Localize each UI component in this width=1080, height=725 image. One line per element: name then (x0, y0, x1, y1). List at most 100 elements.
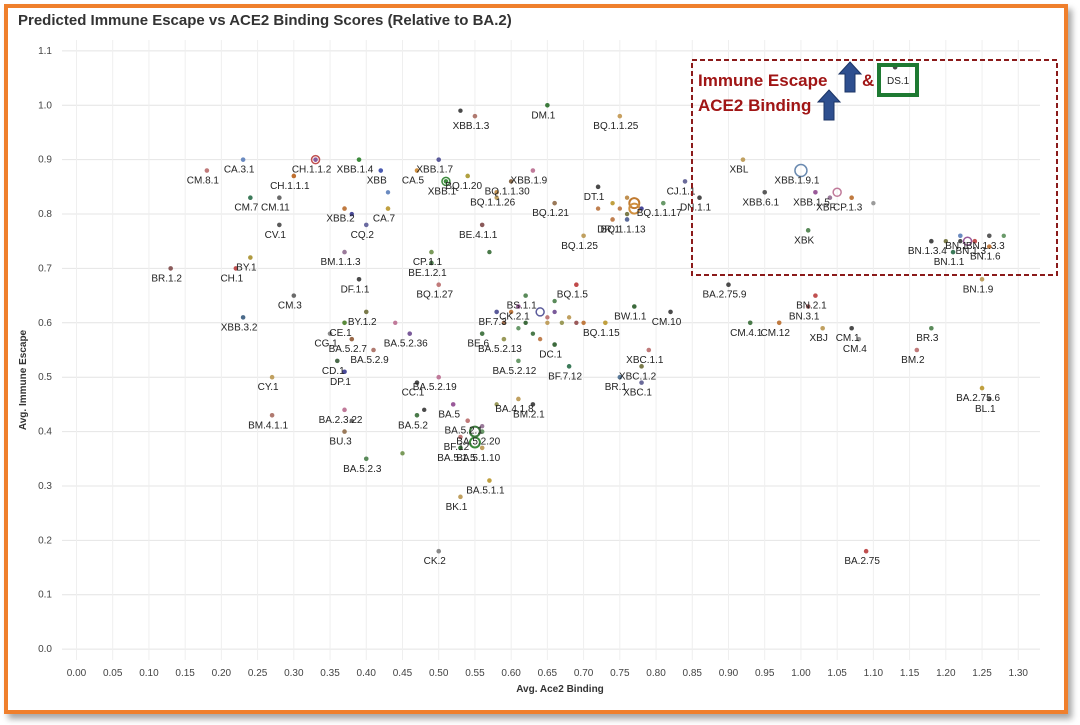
annotation-ampersand: & (862, 71, 874, 90)
point-label: CA.5 (402, 176, 425, 187)
data-point (342, 407, 347, 413)
point-label: BA.2.3.22 (319, 415, 363, 426)
point-label: BQ.1.1.26 (470, 197, 515, 208)
data-point (574, 320, 579, 326)
point-label: BL.1 (975, 404, 996, 415)
y-tick-label: 0.9 (38, 155, 52, 166)
point-label: BQ.1.1.25 (593, 121, 638, 132)
data-point (603, 320, 608, 326)
data-point (617, 206, 623, 211)
data-point (805, 228, 811, 233)
data-point (566, 364, 572, 369)
data-point (646, 347, 652, 353)
data-point (269, 412, 275, 418)
data-point (545, 320, 550, 326)
point-label: BR.1.2 (151, 273, 182, 284)
point-label: BA.5.2.19 (413, 382, 457, 393)
data-point (363, 456, 369, 462)
data-point (479, 429, 485, 434)
data-point (979, 385, 985, 391)
point-label: CM.8.1 (187, 176, 220, 187)
point-label: BA.5.1.5 (437, 453, 476, 464)
y-tick-label: 0.8 (38, 209, 52, 220)
point-label: BS.1.1 (507, 301, 537, 312)
point-label: BM.1.1.3 (321, 257, 361, 268)
ds1-highlight-box (877, 63, 919, 97)
data-point (979, 276, 985, 282)
y-tick-label: 0.0 (38, 644, 52, 655)
data-point (356, 276, 362, 282)
x-axis-ticks: 0.00 0.05 0.10 0.15 0.20 0.25 0.30 0.35 0.40 0.45… (67, 668, 1029, 679)
x-tick-label: 0.80 (646, 668, 666, 679)
x-tick-label: 1.10 (864, 668, 884, 679)
point-label: XBL (730, 165, 749, 176)
data-point (468, 436, 481, 449)
data-point (610, 200, 615, 206)
point-label: XBF (816, 203, 835, 214)
point-label: BA.5.2 (398, 420, 428, 431)
data-point (813, 189, 818, 195)
point-label: BQ.1.20 (445, 181, 482, 192)
data-point (628, 202, 641, 215)
x-tick-label: 0.20 (212, 668, 232, 679)
data-point (356, 157, 362, 162)
data-point (856, 336, 862, 342)
point-label: BN.1.3.3 (966, 241, 1005, 252)
data-point (494, 195, 499, 200)
data-point (740, 157, 746, 162)
point-label: XBC.1.2 (619, 371, 657, 382)
point-label: DT.1 (584, 192, 605, 203)
data-point (639, 364, 644, 369)
highlight-region-box (691, 59, 1058, 276)
point-label: CM.10 (652, 317, 682, 328)
data-point (501, 320, 507, 326)
point-label: BN.1 (945, 241, 968, 252)
data-point (832, 187, 842, 198)
data-point (516, 326, 521, 331)
point-label: CC.1 (402, 388, 425, 399)
data-point (436, 374, 442, 380)
data-point (248, 195, 253, 201)
data-point (508, 309, 514, 315)
data-point (508, 179, 514, 184)
data-point (871, 200, 876, 206)
point-label: XBB.2 (326, 214, 355, 225)
x-tick-label: 0.95 (755, 668, 775, 679)
data-point (552, 342, 557, 347)
point-label: BQ.1.5 (557, 290, 589, 301)
point-label: XBB.1.3 (453, 121, 490, 132)
point-label: BE.4.1.1 (459, 230, 498, 241)
data-point (363, 222, 369, 228)
point-label: BR.1 (605, 382, 628, 393)
data-point (494, 402, 499, 407)
data-point (204, 168, 210, 173)
data-point (479, 222, 485, 228)
data-point (697, 195, 702, 201)
x-tick-label: 0.10 (139, 668, 159, 679)
data-point (958, 233, 963, 239)
point-label: BM.2 (901, 355, 925, 366)
point-label: BA.5.2.13 (478, 344, 522, 355)
data-point (660, 200, 666, 206)
x-tick-label: 0.30 (284, 668, 304, 679)
point-label: DC.1 (539, 350, 562, 361)
data-point (632, 304, 637, 309)
data-point (371, 347, 376, 353)
point-label: XBB.1.9.1 (774, 176, 819, 187)
data-point (277, 222, 282, 228)
y-tick-label: 0.3 (38, 481, 52, 492)
data-point (595, 206, 601, 211)
data-point (726, 282, 731, 288)
point-label: BA.5.2.20 (456, 437, 500, 448)
point-label: CM.12 (760, 328, 790, 339)
data-point (559, 320, 565, 326)
point-labels: XBB.1.3 DM.1 BQ.1.1.25 CH.1.1.2 CA.3.1 CM.8.1… (151, 110, 1005, 567)
data-point (414, 168, 420, 173)
point-label: BQ.1.1.30 (485, 186, 530, 197)
point-label: BN.1.6 (970, 252, 1001, 263)
point-label: CH.1.1.1 (270, 181, 310, 192)
point-label: BA.2.75 (844, 556, 880, 567)
point-label: BA.5.1.10 (456, 453, 500, 464)
data-point (436, 282, 442, 288)
data-point (813, 293, 818, 298)
